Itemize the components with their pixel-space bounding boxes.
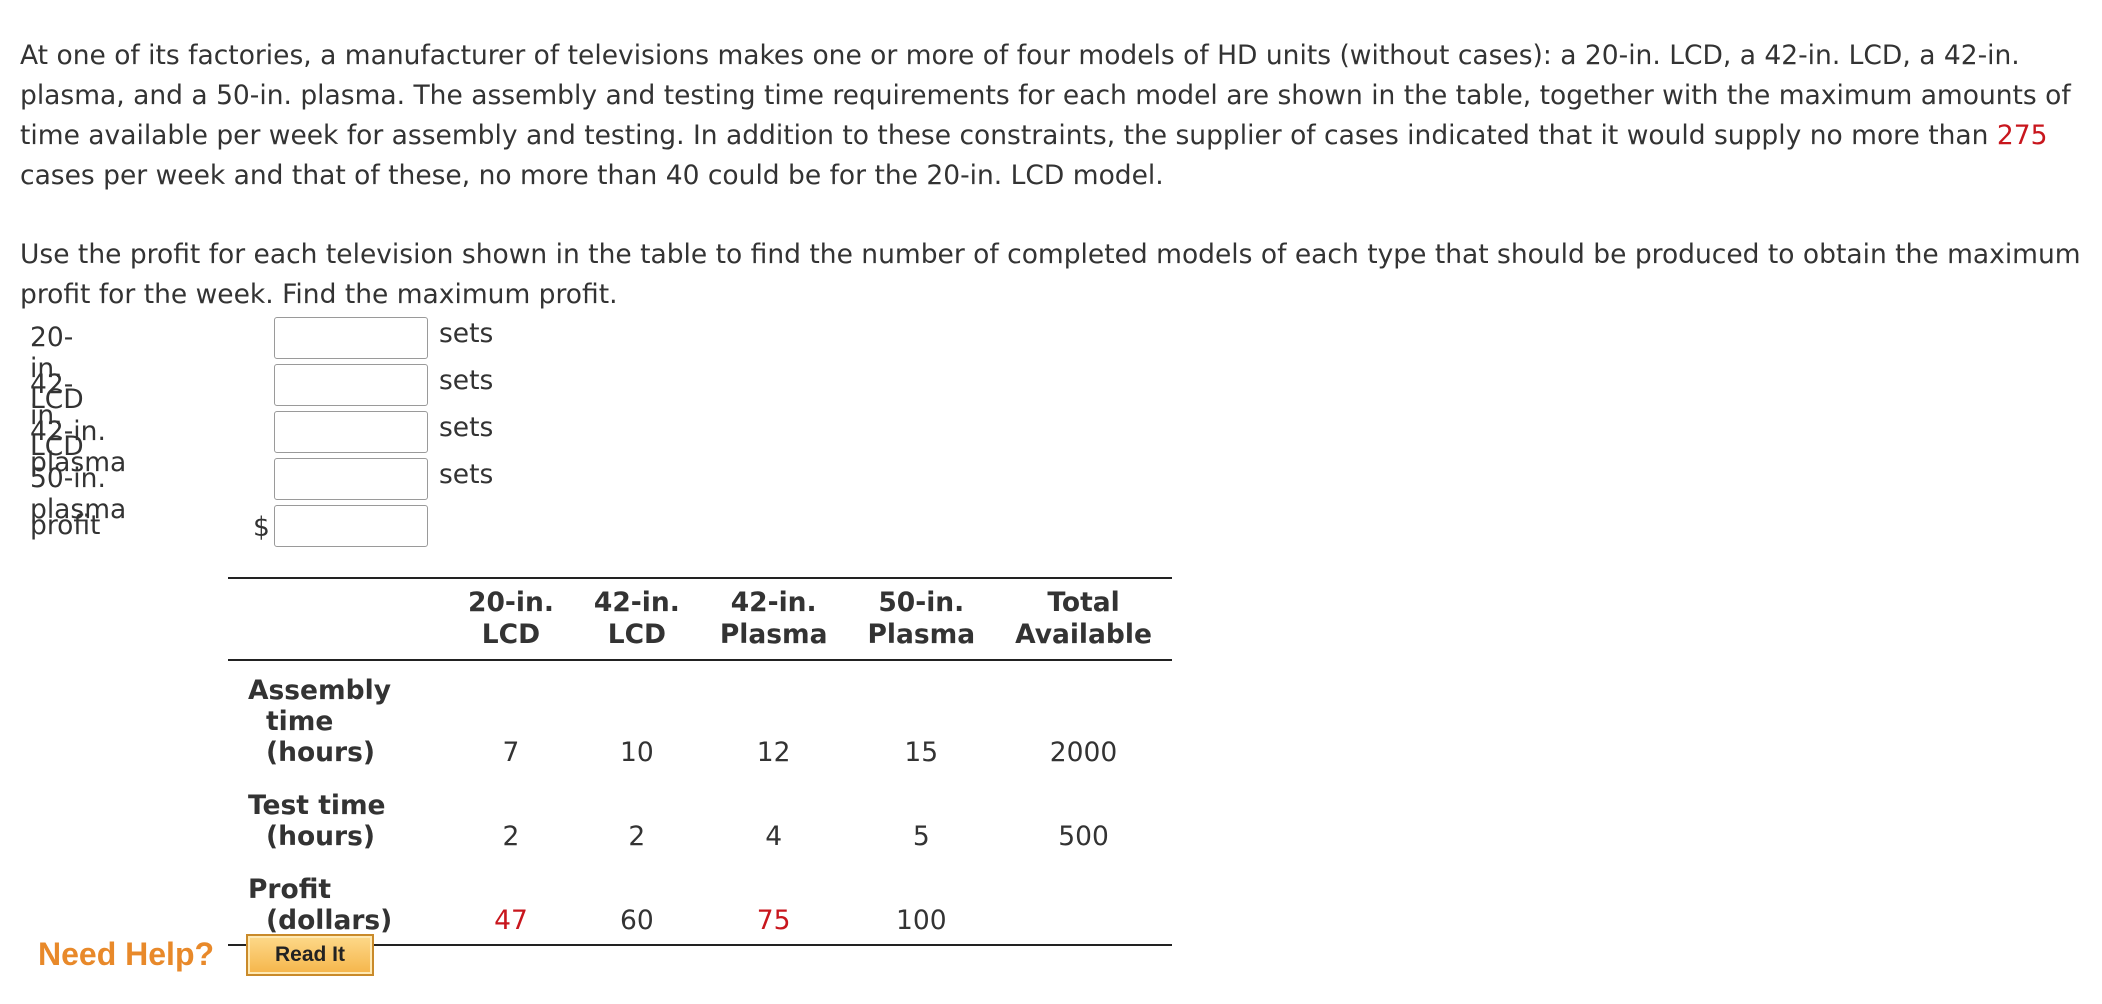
table-cell-highlighted: 75 [756, 905, 791, 936]
problem-paragraph-1: At one of its factories, a manufacturer … [20, 36, 2090, 196]
table-cell: 500 [1058, 821, 1109, 852]
col-header-50in-plasma: 50-in. Plasma [867, 587, 976, 650]
table-cell: 2000 [1049, 737, 1118, 768]
answer-unit: sets [439, 412, 494, 443]
problem-statement: At one of its factories, a manufacturer … [20, 36, 2090, 315]
case-limit-value: 275 [1996, 120, 2048, 151]
need-help-label: Need Help? [38, 936, 215, 972]
table-row-assembly: Assembly time (hours) 7 10 12 15 2000 [228, 660, 1172, 776]
table-cell-highlighted: 47 [494, 905, 528, 936]
answer-label: 50-in. plasma [30, 463, 127, 525]
answer-input-42in-plasma[interactable] [274, 411, 428, 453]
table-cell: 2 [502, 821, 520, 852]
table-corner-cell [228, 578, 448, 660]
row-label-profit: Profit (dollars) [248, 874, 393, 936]
problem-paragraph-2: Use the profit for each television shown… [20, 239, 2081, 310]
table-cell [995, 860, 1172, 945]
table-cell: 5 [912, 821, 930, 852]
answer-label: 42-in. LCD [30, 369, 84, 462]
dollar-prefix: $ [253, 512, 270, 543]
table-cell: 12 [756, 737, 791, 768]
col-header-total-available: Total Available [1015, 587, 1152, 650]
problem-text: cases per week and that of these, no mor… [20, 160, 1164, 191]
row-label-assembly: Assembly time (hours) [248, 675, 391, 768]
answer-label: profit [30, 510, 101, 541]
table-row-test-time: Test time (hours) 2 2 4 5 500 [228, 776, 1172, 860]
table-header-row: 20-in. LCD 42-in. LCD 42-in. Plasma 50-in. P… [228, 578, 1172, 660]
answer-input-42in-lcd[interactable] [274, 364, 428, 406]
table-cell: 7 [502, 737, 520, 768]
requirements-table: 20-in. LCD 42-in. LCD 42-in. Plasma 50-in. P… [228, 577, 1172, 946]
row-label-test-time: Test time (hours) [248, 790, 386, 852]
answer-label: 42-in. plasma [30, 416, 127, 478]
problem-text: At one of its factories, a manufacturer … [20, 40, 2071, 151]
table-cell: 60 [619, 905, 654, 936]
col-header-42in-plasma: 42-in. Plasma [719, 587, 828, 650]
answer-input-profit[interactable] [274, 505, 428, 547]
read-it-button[interactable]: Read It [246, 934, 374, 976]
table-cell: 15 [904, 737, 939, 768]
table-cell: 10 [619, 737, 654, 768]
answer-label: 20-in. LCD [30, 322, 84, 415]
table-cell: 4 [765, 821, 783, 852]
answer-input-50in-plasma[interactable] [274, 458, 428, 500]
table-cell: 2 [628, 821, 646, 852]
col-header-42in-lcd: 42-in. LCD [593, 587, 680, 650]
table-cell: 100 [896, 905, 947, 936]
answer-input-20in-lcd[interactable] [274, 317, 428, 359]
answer-unit: sets [439, 459, 494, 490]
table-row-profit: Profit (dollars) 47 60 75 100 [228, 860, 1172, 945]
col-header-20in-lcd: 20-in. LCD [468, 587, 554, 650]
answer-unit: sets [439, 318, 494, 349]
data-table-wrap: 20-in. LCD 42-in. LCD 42-in. Plasma 50-in. P… [228, 577, 1172, 946]
answer-unit: sets [439, 365, 494, 396]
